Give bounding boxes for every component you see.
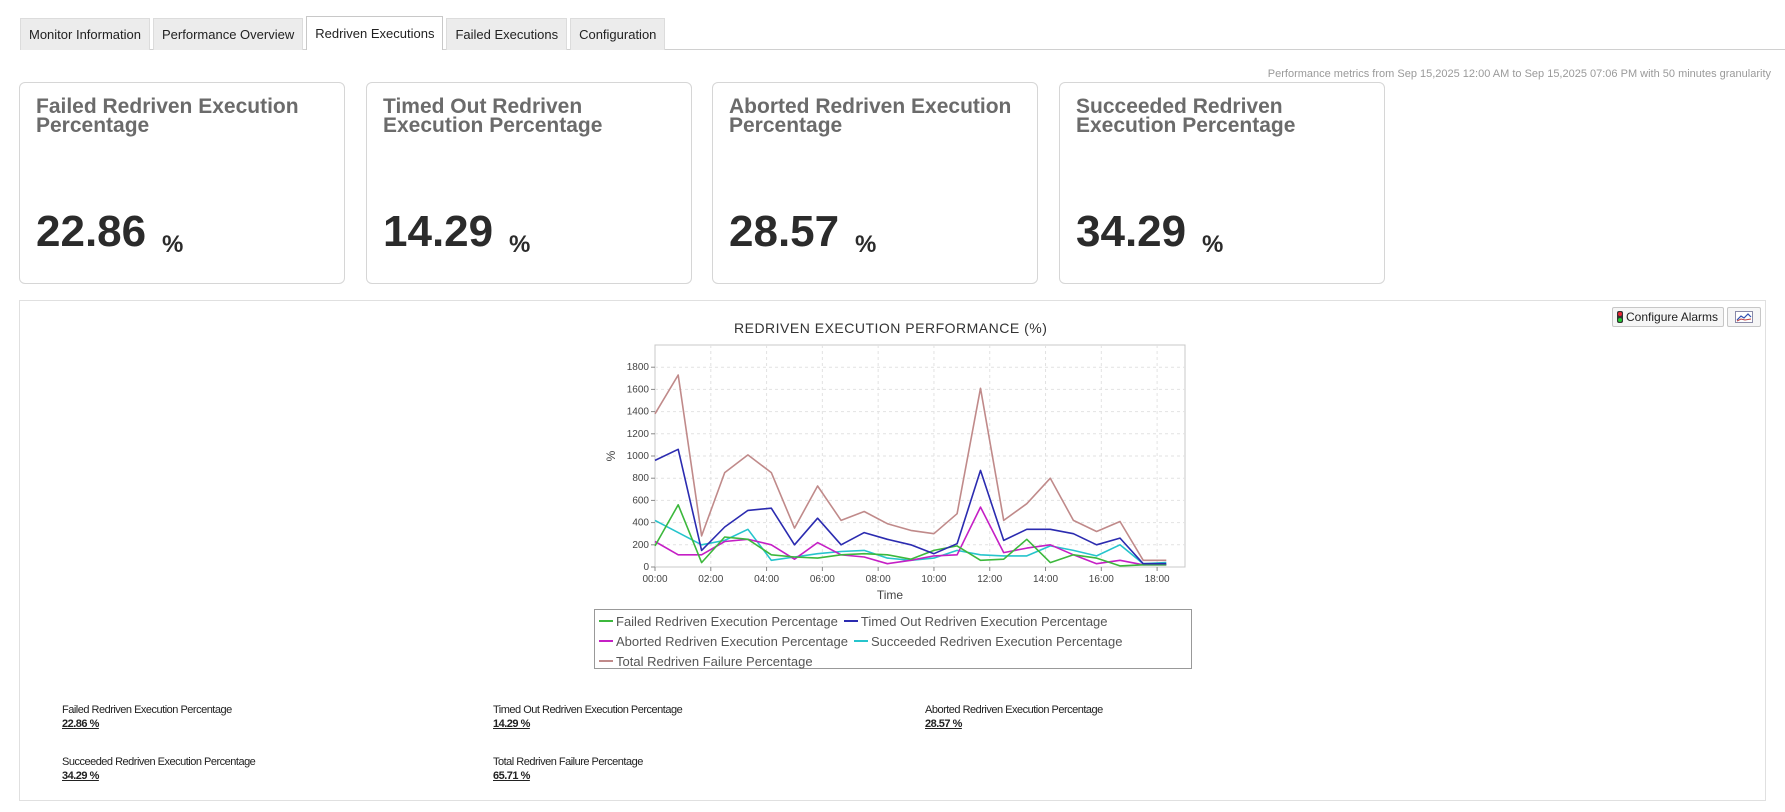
y-tick-label: 400: [632, 518, 649, 529]
kpi-card-title: Timed Out Redriven Execution Percentage: [383, 95, 603, 137]
tab-configuration[interactable]: Configuration: [570, 18, 666, 50]
x-tick-label: 04:00: [754, 574, 779, 585]
chart-export-icon: [1735, 311, 1753, 323]
x-tick-label: 14:00: [1033, 574, 1058, 585]
summary-failed: Failed Redriven Execution Percentage 22.…: [62, 704, 232, 730]
kpi-card-value: 28.57: [729, 207, 840, 256]
y-tick-label: 600: [632, 495, 649, 506]
traffic-light-icon: [1617, 311, 1623, 323]
x-tick-label: 16:00: [1089, 574, 1114, 585]
y-tick-label: 1600: [627, 384, 650, 395]
summary-value-link[interactable]: 28.57 %: [925, 718, 962, 730]
legend-item-timed-out[interactable]: Timed Out Redriven Execution Percentage: [843, 613, 1108, 629]
tab-bar: Monitor Information Performance Overview…: [20, 16, 668, 50]
y-tick-label: 1000: [627, 451, 650, 462]
kpi-card-title: Aborted Redriven Execution Percentage: [729, 95, 1012, 137]
legend-item-total[interactable]: Total Redriven Failure Percentage: [599, 654, 813, 669]
y-tick-label: 0: [643, 562, 649, 573]
y-axis-label: %: [604, 450, 618, 461]
kpi-card-unit: %: [855, 231, 877, 258]
summary-label: Succeeded Redriven Execution Percentage: [62, 756, 256, 768]
kpi-card-succeeded: Succeeded Redriven Execution Percentage …: [1059, 82, 1385, 284]
legend-item-failed[interactable]: Failed Redriven Execution Percentage: [599, 614, 838, 629]
kpi-card-value: 34.29: [1076, 207, 1187, 256]
legend-swatch: [599, 640, 613, 642]
summary-label: Timed Out Redriven Execution Percentage: [493, 704, 683, 716]
x-tick-label: 08:00: [866, 574, 891, 585]
kpi-card-unit: %: [509, 231, 531, 258]
configure-alarms-label: Configure Alarms: [1626, 310, 1719, 324]
x-tick-label: 18:00: [1145, 574, 1170, 585]
tab-monitor-information[interactable]: Monitor Information: [20, 18, 150, 50]
legend-item-succeeded[interactable]: Succeeded Redriven Execution Percentage: [853, 633, 1123, 649]
summary-value-link[interactable]: 65.71 %: [493, 770, 530, 782]
series-line-aborted-redriven-execution-percentage: [654, 506, 1167, 566]
y-tick-label: 1400: [627, 407, 650, 418]
kpi-card-failed: Failed Redriven Execution Percentage 22.…: [19, 82, 345, 284]
x-tick-label: 00:00: [642, 574, 667, 585]
summary-label: Total Redriven Failure Percentage: [493, 756, 643, 768]
kpi-card-timed-out: Timed Out Redriven Execution Percentage …: [366, 82, 692, 284]
metrics-period-info: Performance metrics from Sep 15,2025 12:…: [1267, 68, 1771, 80]
x-tick-label: 02:00: [698, 574, 723, 585]
kpi-card-value: 22.86: [36, 207, 147, 256]
summary-value-link[interactable]: 34.29 %: [62, 770, 99, 782]
legend-item-aborted[interactable]: Aborted Redriven Execution Percentage: [599, 634, 848, 649]
summary-total: Total Redriven Failure Percentage 65.71 …: [493, 756, 643, 782]
x-tick-label: 12:00: [977, 574, 1002, 585]
kpi-card-title: Failed Redriven Execution Percentage: [36, 95, 299, 137]
tab-redriven-executions[interactable]: Redriven Executions: [306, 16, 444, 50]
y-tick-label: 200: [632, 540, 649, 551]
legend-label: Failed Redriven Execution Percentage: [616, 613, 838, 629]
tabs-divider: [20, 49, 1785, 50]
kpi-card-title: Succeeded Redriven Execution Percentage: [1076, 95, 1296, 137]
x-tick-label: 10:00: [921, 574, 946, 585]
series-line-total-redriven-failure-percentage: [654, 374, 1167, 562]
y-tick-label: 800: [632, 473, 649, 484]
chart-title: REDRIVEN EXECUTION PERFORMANCE (%): [734, 320, 1048, 336]
kpi-card-aborted: Aborted Redriven Execution Percentage 28…: [712, 82, 1038, 284]
series-line-failed-redriven-execution-percentage: [654, 503, 1167, 567]
tab-performance-overview[interactable]: Performance Overview: [153, 18, 304, 50]
legend-label: Succeeded Redriven Execution Percentage: [870, 633, 1123, 649]
summary-succeeded: Succeeded Redriven Execution Percentage …: [62, 756, 256, 782]
legend-label: Aborted Redriven Execution Percentage: [616, 633, 848, 649]
series-line-timed-out-redriven-execution-percentage: [654, 448, 1167, 565]
legend-swatch: [599, 660, 613, 662]
summary-value-link[interactable]: 22.86 %: [62, 718, 99, 730]
summary-label: Aborted Redriven Execution Percentage: [925, 704, 1103, 716]
legend-label: Timed Out Redriven Execution Percentage: [860, 613, 1108, 629]
chart-legend: Failed Redriven Execution Percentage Tim…: [594, 609, 1192, 669]
legend-swatch: [853, 640, 868, 642]
y-tick-label: 1800: [627, 362, 650, 373]
summary-value-link[interactable]: 14.29 %: [493, 718, 530, 730]
y-tick-label: 1200: [627, 429, 650, 440]
legend-swatch: [843, 620, 858, 622]
export-chart-button[interactable]: [1727, 307, 1761, 327]
kpi-card-unit: %: [162, 231, 184, 258]
legend-label: Total Redriven Failure Percentage: [616, 653, 813, 669]
kpi-card-unit: %: [1202, 231, 1224, 258]
legend-swatch: [599, 620, 613, 622]
x-tick-label: 06:00: [810, 574, 835, 585]
kpi-card-value: 14.29: [383, 207, 494, 256]
summary-timed-out: Timed Out Redriven Execution Percentage …: [493, 704, 683, 730]
configure-alarms-button[interactable]: Configure Alarms: [1612, 307, 1724, 327]
x-axis-label: Time: [877, 588, 904, 602]
summary-aborted: Aborted Redriven Execution Percentage 28…: [925, 704, 1103, 730]
tab-failed-executions[interactable]: Failed Executions: [446, 18, 568, 50]
summary-label: Failed Redriven Execution Percentage: [62, 704, 232, 716]
